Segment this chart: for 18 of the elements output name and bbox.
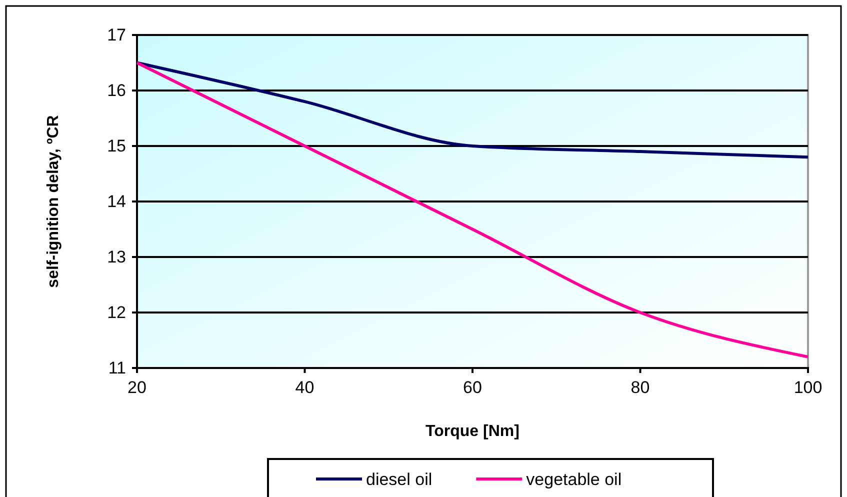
y-tick-label: 13 [107, 247, 126, 266]
y-tick-label: 11 [108, 358, 126, 378]
y-axis-title: self-ignition delay, ºCR [45, 114, 62, 288]
legend-label: vegetable oil [526, 470, 622, 489]
x-tick-label: 20 [128, 378, 146, 398]
y-tick-label: 12 [107, 302, 126, 322]
y-tick-label: 17 [107, 25, 126, 44]
x-tick-label: 40 [295, 378, 314, 398]
x-tick-label: 100 [794, 378, 822, 398]
line-series [136, 61, 810, 159]
y-tick-label: 14 [107, 192, 126, 211]
line-series [136, 61, 810, 358]
x-tick-label: 80 [630, 378, 650, 398]
legend-label: diesel oil [366, 470, 432, 489]
y-tick-label: 16 [107, 80, 126, 100]
x-tick-label: 60 [463, 378, 482, 398]
y-tick-label: 15 [107, 136, 126, 156]
x-axis-title: Torque [Nm] [426, 423, 520, 440]
